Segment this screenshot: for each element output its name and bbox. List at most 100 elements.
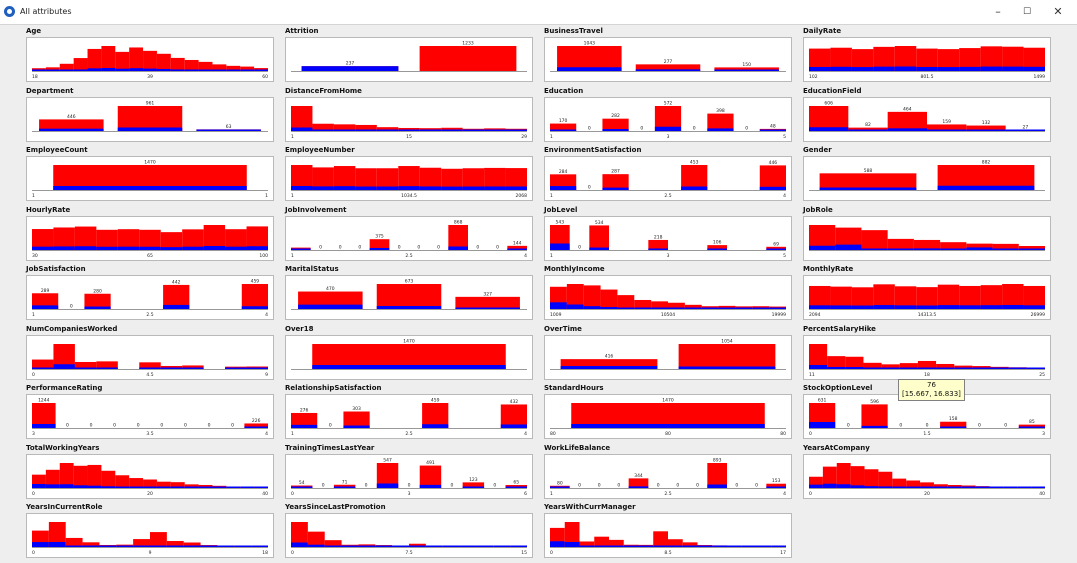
class-overlay-bar [1031,486,1045,488]
histogram-bar[interactable] [679,344,776,369]
histogram-bar[interactable] [115,475,129,488]
histogram-bar[interactable] [420,465,441,487]
histogram-bar[interactable] [291,106,312,131]
histogram-bar[interactable] [888,111,927,130]
histogram-bar[interactable] [861,404,887,428]
x-tick-label: 60 [262,74,268,80]
histogram-bar[interactable] [865,469,879,488]
histogram-bar[interactable] [88,49,102,71]
histogram-bar[interactable] [157,54,171,71]
histogram-bar[interactable] [681,165,707,190]
histogram-bar[interactable] [101,46,115,71]
class-overlay-bar [714,70,779,72]
class-overlay-bar [226,486,240,488]
bar-value-label: 0 [437,244,440,250]
close-button[interactable]: ✕ [1045,4,1071,20]
histogram-bar[interactable] [150,532,167,547]
maximize-button[interactable]: ☐ [1014,4,1040,20]
histogram-bar[interactable] [653,531,668,547]
histogram-bar[interactable] [308,532,325,547]
histogram-bar[interactable] [129,47,143,71]
histogram-bar[interactable] [617,295,634,309]
histogram-bar[interactable] [74,58,88,71]
class-overlay-bar [343,426,369,428]
bar-value-label: 0 [657,482,660,488]
bar-value-label: 491 [426,460,435,466]
histogram-bar[interactable] [118,106,183,131]
histogram-bar[interactable] [851,466,865,488]
histogram-bar[interactable] [820,173,917,190]
histogram-bar[interactable] [115,52,129,71]
histogram-bar[interactable] [377,284,442,309]
histogram-bar[interactable] [448,225,468,250]
bar-value-label: 344 [634,472,643,478]
panel-job-role[interactable]: JobRole [803,206,1057,266]
class-overlay-bar [392,546,409,548]
histogram-bar[interactable] [185,60,199,71]
histogram-bar[interactable] [888,238,914,249]
histogram-bar[interactable] [861,230,887,250]
class-overlay-bar [707,484,727,488]
histogram-bar[interactable] [601,290,618,309]
minimize-button[interactable]: – [985,4,1011,20]
class-overlay-bar [157,486,171,488]
histogram-bar[interactable] [171,58,185,71]
histogram-bar[interactable] [594,537,609,547]
histogram-bar[interactable] [420,46,517,71]
histogram-bar[interactable] [707,463,727,488]
histogram-bar[interactable] [74,465,88,487]
histogram-bar[interactable] [584,285,601,309]
histogram-bar[interactable] [760,165,786,190]
attribute-title: EducationField [803,87,862,95]
histogram-bar[interactable] [878,471,892,487]
class-overlay-bar [201,546,218,548]
bar-value-label: 0 [755,482,758,488]
histogram-bar[interactable] [242,284,268,309]
class-overlay-bar [161,367,182,369]
histogram-bar[interactable] [455,297,520,309]
class-overlay-bar [60,70,74,72]
class-overlay-bar [851,485,865,488]
histogram-bar[interactable] [101,470,115,487]
histogram-bar[interactable] [589,225,609,250]
histogram-bar[interactable] [143,51,157,71]
histogram-bar[interactable] [88,464,102,487]
